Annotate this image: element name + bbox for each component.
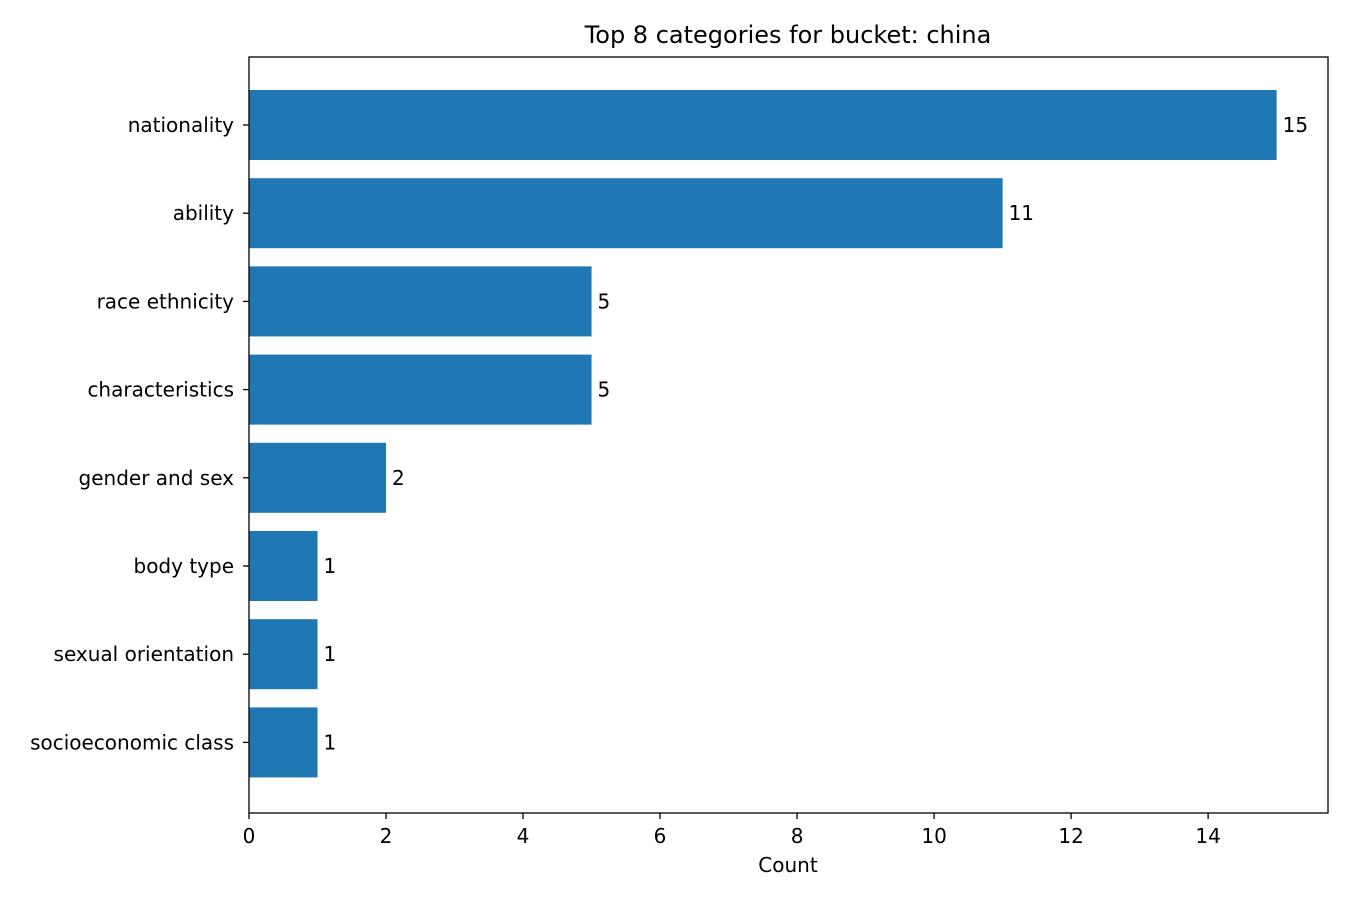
plot-frame: [248, 56, 1329, 814]
y-tick-label: body type: [134, 554, 235, 578]
bar-value-label: 5: [598, 378, 611, 402]
bar: [249, 354, 592, 425]
x-tick-label: 12: [1058, 824, 1083, 848]
bar-value-label: 2: [392, 466, 405, 490]
bar: [249, 266, 592, 337]
bar-value-label: 1: [324, 642, 337, 666]
bar: [249, 707, 318, 778]
x-tick-label: 14: [1195, 824, 1220, 848]
x-tick-label: 0: [243, 824, 256, 848]
y-tick-label: socioeconomic class: [30, 730, 234, 754]
bar-value-label: 5: [598, 289, 611, 313]
bar: [249, 178, 1003, 249]
bar-value-label: 1: [324, 554, 337, 578]
x-axis-label: Count: [758, 853, 818, 877]
ticks-layer: nationality ability race ethnicity characte…: [30, 113, 1221, 848]
bar: [249, 90, 1277, 160]
bar-value-label: 15: [1283, 113, 1308, 137]
bar: [249, 619, 318, 690]
y-tick-label: nationality: [128, 113, 234, 137]
bar: [249, 442, 387, 513]
y-tick-label: characteristics: [87, 378, 234, 402]
bar-value-label: 11: [1009, 201, 1034, 225]
y-tick-label: race ethnicity: [97, 289, 235, 313]
x-tick-label: 4: [517, 824, 530, 848]
x-tick-label: 10: [921, 824, 946, 848]
x-tick-label: 8: [791, 824, 804, 848]
y-tick-label: ability: [173, 201, 234, 225]
y-tick-label: gender and sex: [79, 466, 235, 490]
bar: [249, 531, 318, 601]
chart-title: Top 8 categories for bucket: china: [584, 21, 992, 49]
bar-value-label: 1: [324, 730, 337, 754]
x-tick-label: 6: [654, 824, 667, 848]
x-tick-label: 2: [380, 824, 393, 848]
y-tick-label: sexual orientation: [54, 642, 234, 666]
